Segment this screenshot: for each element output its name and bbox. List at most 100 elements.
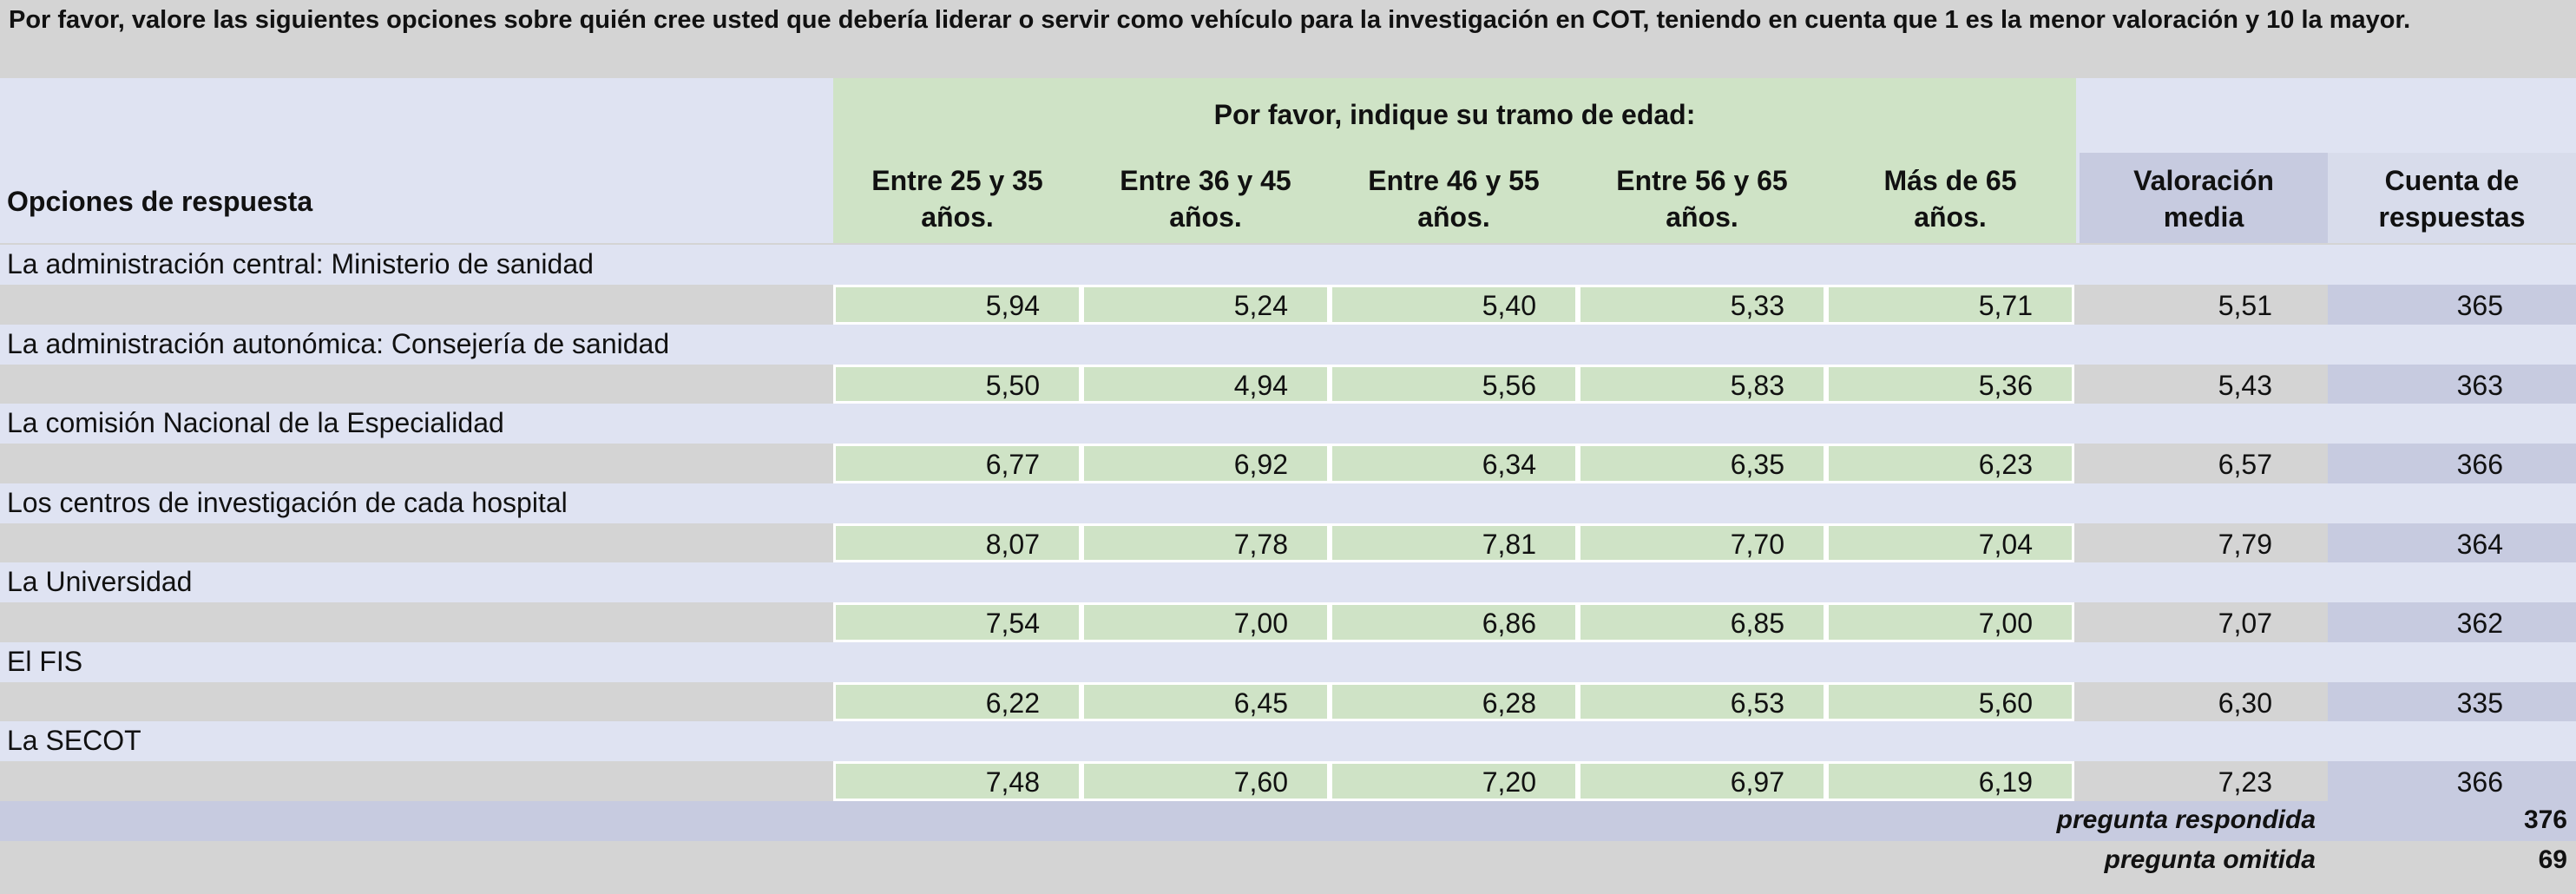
mean-value-cell (2080, 523, 2328, 562)
age-value-cell (1578, 761, 1826, 801)
answered-label: pregunta respondida (2056, 805, 2316, 834)
age-value-cell (1578, 602, 1826, 642)
age-value-cell (1081, 602, 1330, 642)
row-label-band (0, 562, 2576, 602)
age-value-cell (1081, 681, 1330, 721)
count-value-cell (2328, 602, 2576, 642)
age-value: 5,56 (1482, 369, 1536, 401)
age-value-cell (1081, 523, 1330, 562)
age-group-label: Por favor, indique su tramo de edad: (1213, 99, 1696, 130)
mean-value: 6,30 (2218, 687, 2272, 719)
age-value-cell (1826, 681, 2074, 721)
age-value: 7,20 (1482, 766, 1536, 798)
age-value: 7,60 (1233, 766, 1288, 798)
answered-value: 376 (2523, 805, 2567, 834)
footer-answered-band (0, 800, 2576, 841)
age-value-cell (833, 285, 1081, 325)
age-value-cell (1081, 444, 1330, 483)
age-value-cell (833, 602, 1081, 642)
option-label: La administración central: Ministerio de… (7, 248, 594, 279)
age-group-header-lower (833, 153, 2076, 243)
age-value: 5,71 (1978, 290, 2033, 321)
age-value: 7,00 (1233, 608, 1288, 639)
count-value-cell (2328, 285, 2576, 325)
age-value-cell (1578, 285, 1826, 325)
age-value: 6,85 (1730, 608, 1784, 639)
age-value: 6,22 (985, 687, 1040, 719)
mean-value: 5,51 (2218, 290, 2272, 321)
age-column-header: Entre 46 y 55 (1368, 165, 1540, 196)
age-value-cell (1330, 285, 1578, 325)
age-value-cell (1330, 444, 1578, 483)
age-value: 7,04 (1978, 528, 2033, 560)
mean-value-cell (2080, 761, 2328, 801)
question-title: Por favor, valore las siguientes opcione… (9, 6, 2411, 34)
age-value: 6,97 (1730, 766, 1784, 798)
age-value-cell (833, 523, 1081, 562)
age-value-cell (1081, 364, 1330, 404)
count-header-bg (2328, 153, 2576, 243)
mean-value: 7,79 (2218, 528, 2272, 560)
age-value: 5,36 (1978, 369, 2033, 401)
count-value-cell (2328, 364, 2576, 404)
mean-value: 6,57 (2218, 449, 2272, 480)
age-value: 5,50 (985, 369, 1040, 401)
age-column-header: Más de 65 (1883, 165, 2017, 196)
mean-header-bg (2080, 153, 2328, 243)
option-label: La comisión Nacional de la Especialidad (7, 407, 504, 438)
age-value-cell (1330, 523, 1578, 562)
age-value-cell (833, 364, 1081, 404)
row-label-band (0, 245, 2576, 285)
age-value-cell (1578, 444, 1826, 483)
count-value: 365 (2456, 290, 2503, 321)
age-value-cell (1826, 602, 2074, 642)
option-label: El FIS (7, 645, 83, 677)
age-value-cell (1826, 364, 2074, 404)
age-value: 6,34 (1482, 449, 1536, 480)
age-value: 6,23 (1978, 449, 2033, 480)
age-column-header-suffix: años. (1169, 201, 1242, 233)
age-value: 6,77 (985, 449, 1040, 480)
mean-value-cell (2080, 285, 2328, 325)
footer-skipped-band (0, 840, 2576, 881)
option-label: La Universidad (7, 566, 193, 597)
age-column-header: Entre 56 y 65 (1616, 165, 1788, 196)
age-value-cell (1826, 444, 2074, 483)
age-value: 6,45 (1233, 687, 1288, 719)
age-value: 7,48 (985, 766, 1040, 798)
age-column-header-suffix: años. (1417, 201, 1490, 233)
age-value: 6,92 (1233, 449, 1288, 480)
age-value: 7,70 (1730, 528, 1784, 560)
count-value-cell (2328, 761, 2576, 801)
age-column-header: Entre 25 y 35 (871, 165, 1043, 196)
age-value: 5,60 (1978, 687, 2033, 719)
row-label-band (0, 483, 2576, 523)
age-value: 5,83 (1730, 369, 1784, 401)
row-label-band (0, 404, 2576, 444)
age-value-cell (1330, 761, 1578, 801)
age-column-header: Entre 36 y 45 (1120, 165, 1291, 196)
age-value: 7,81 (1482, 528, 1536, 560)
skipped-value: 69 (2538, 845, 2567, 874)
age-value: 7,54 (985, 608, 1040, 639)
count-value: 366 (2456, 449, 2503, 480)
count-value: 363 (2456, 369, 2503, 401)
mean-value-cell (2080, 681, 2328, 721)
row-label-band (0, 324, 2576, 365)
age-value: 5,33 (1730, 290, 1784, 321)
age-value: 8,07 (985, 528, 1040, 560)
age-column-header-suffix: años. (1666, 201, 1738, 233)
mean-value-cell (2080, 602, 2328, 642)
option-label: La SECOT (7, 725, 141, 756)
option-label: La administración autonómica: Consejería… (7, 327, 670, 359)
age-column-header-suffix: años. (921, 201, 994, 233)
mean-value-cell (2080, 444, 2328, 483)
age-value: 6,19 (1978, 766, 2033, 798)
age-value: 5,94 (985, 290, 1040, 321)
count-value-cell (2328, 681, 2576, 721)
age-value-cell (833, 681, 1081, 721)
age-value-cell (1330, 681, 1578, 721)
row-label-band (0, 721, 2576, 761)
count-value: 335 (2456, 687, 2503, 719)
age-value-cell (833, 444, 1081, 483)
